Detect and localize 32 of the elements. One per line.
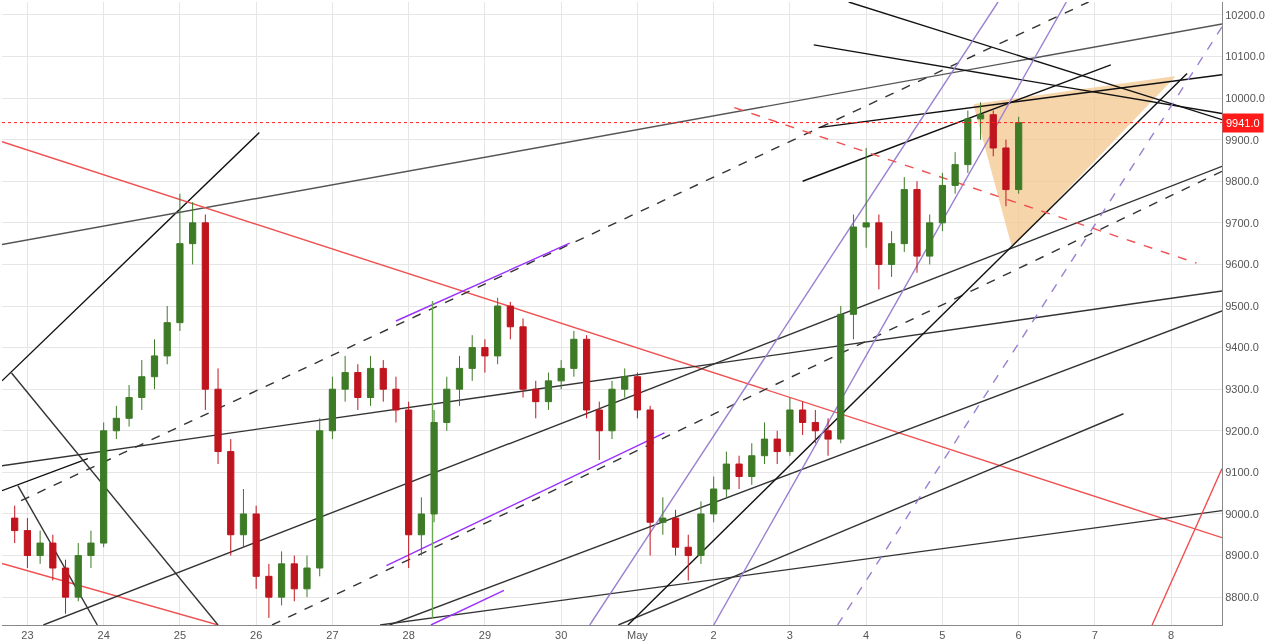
x-tick-label: May (627, 629, 649, 642)
y-tick-label: 9200.0 (1225, 424, 1259, 437)
x-tick-label: 27 (326, 629, 339, 642)
y-tick-label: 10000.0 (1225, 91, 1265, 104)
x-tick-label: 30 (555, 629, 568, 642)
x-tick-label: 24 (97, 629, 110, 642)
y-tick-label: 9900.0 (1225, 133, 1259, 146)
x-tick-label: 26 (250, 629, 263, 642)
x-tick-label: 25 (173, 629, 187, 642)
x-tick-label: 6 (1015, 629, 1022, 642)
y-tick-label: 9700.0 (1225, 216, 1259, 229)
x-tick-label: 28 (402, 629, 415, 642)
y-tick-label: 10100.0 (1225, 50, 1265, 63)
y-tick-label: 9000.0 (1225, 507, 1259, 520)
x-tick-label: 7 (1091, 629, 1098, 642)
x-tick-label: 4 (863, 629, 870, 642)
x-tick-label: 23 (21, 629, 34, 642)
x-tick-label: 2 (710, 629, 717, 642)
y-tick-label: 9300.0 (1225, 383, 1259, 396)
y-tick-label: 9800.0 (1225, 175, 1259, 188)
x-tick-label: 3 (786, 629, 793, 642)
y-tick-label: 9500.0 (1225, 299, 1259, 312)
y-tick-label: 8800.0 (1225, 590, 1259, 603)
y-tick-label: 10200.0 (1225, 8, 1265, 21)
ref-line-label: 9941.0 (1226, 117, 1260, 129)
y-tick-label: 8900.0 (1225, 549, 1259, 562)
y-tick-label: 9100.0 (1225, 466, 1259, 479)
x-tick-label: 8 (1168, 629, 1175, 642)
x-tick-label: 5 (939, 629, 946, 642)
y-tick-label: 9400.0 (1225, 341, 1259, 354)
y-tick-label: 9600.0 (1225, 258, 1259, 271)
x-tick-label: 29 (478, 629, 492, 642)
